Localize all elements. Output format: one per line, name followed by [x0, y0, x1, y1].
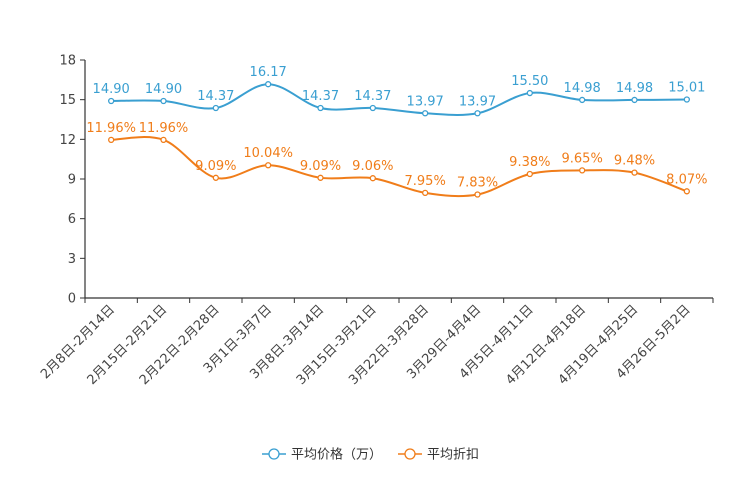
legend-label: 平均折扣 [427, 448, 479, 463]
data-point-marker [265, 81, 272, 88]
data-label: 9.38% [509, 155, 550, 170]
data-label: 14.37 [197, 89, 234, 104]
data-label: 14.98 [616, 81, 653, 96]
y-tick-label: 9 [68, 173, 76, 188]
data-label: 9.06% [352, 159, 393, 174]
data-point-marker [683, 188, 690, 195]
series-line [111, 83, 687, 116]
data-point-marker [631, 169, 638, 176]
data-label: 8.07% [666, 172, 707, 187]
y-tick-label: 15 [59, 93, 76, 108]
data-point-marker [579, 96, 586, 104]
data-point-marker [422, 110, 429, 117]
data-label: 9.09% [300, 159, 341, 174]
data-label: 14.90 [145, 82, 182, 97]
data-point-marker [526, 170, 533, 178]
data-point-marker [108, 136, 115, 144]
legend-item: 平均价格（万） [262, 447, 382, 463]
series-line [111, 136, 688, 198]
data-point-marker [579, 167, 586, 174]
legend-marker-icon [268, 448, 280, 460]
data-label: 15.50 [511, 74, 548, 89]
data-point-marker [317, 104, 324, 112]
data-point-marker [683, 96, 690, 103]
data-label: 15.01 [668, 81, 705, 96]
chart-series: 14.90 14.90 14.37 16.17 14.37 14.37 13.97 13.97… [86, 65, 707, 198]
data-point-marker [317, 174, 324, 181]
data-point-marker [212, 174, 219, 181]
y-tick-label: 0 [68, 292, 76, 307]
data-label: 7.95% [405, 174, 446, 189]
data-label: 13.97 [407, 94, 444, 109]
series-average-price: 14.90 14.90 14.37 16.17 14.37 14.37 13.97 13.97… [93, 65, 705, 117]
data-point-marker [526, 89, 533, 97]
data-point-marker [474, 191, 481, 198]
data-point-marker [422, 189, 429, 197]
data-label: 14.37 [354, 89, 391, 104]
data-point-marker [631, 96, 638, 104]
data-label: 9.09% [195, 159, 236, 174]
data-point-marker [265, 162, 272, 169]
data-label: 11.96% [139, 121, 189, 136]
data-point-marker [369, 104, 376, 112]
data-label: 14.90 [93, 82, 130, 97]
data-label: 10.04% [243, 146, 293, 161]
data-point-marker [108, 97, 115, 105]
data-label: 14.98 [564, 81, 601, 96]
legend-item: 平均折扣 [398, 448, 479, 463]
data-point-marker [212, 104, 219, 112]
legend-marker-icon [404, 448, 416, 460]
y-tick-label: 18 [59, 54, 76, 69]
data-point-marker [474, 110, 481, 117]
series-average-discount: 11.96% 11.96% 9.09% 10.04% 9.09% 9.06% 7.95% 7.… [86, 121, 707, 198]
data-point-marker [160, 136, 167, 144]
data-label: 9.48% [614, 154, 655, 169]
data-point-marker [160, 97, 167, 105]
y-tick-label: 3 [68, 252, 76, 267]
data-label: 13.97 [459, 94, 496, 109]
y-tick-label: 6 [68, 212, 76, 227]
y-tick-label: 12 [59, 133, 76, 148]
data-label: 7.83% [457, 175, 498, 190]
data-label: 14.37 [302, 89, 339, 104]
data-label: 16.17 [250, 65, 287, 80]
legend-label: 平均价格（万） [291, 447, 382, 463]
data-label: 11.96% [86, 121, 136, 136]
data-point-marker [369, 175, 376, 182]
data-label: 9.65% [562, 151, 603, 166]
chart-legend: 平均价格（万） 平均折扣 [262, 447, 479, 463]
